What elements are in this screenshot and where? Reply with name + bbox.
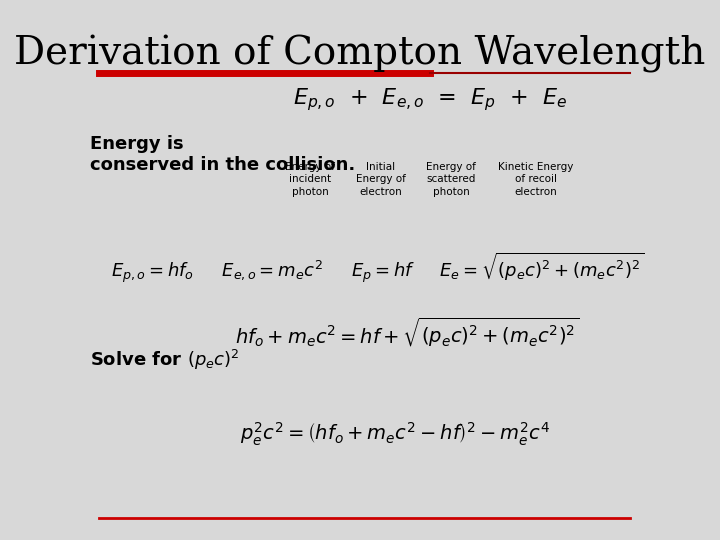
Text: Kinetic Energy
of recoil
electron: Kinetic Energy of recoil electron [498, 162, 574, 197]
Text: Energy of
scattered
photon: Energy of scattered photon [426, 162, 476, 197]
Text: Energy is
conserved in the collision.: Energy is conserved in the collision. [90, 135, 356, 174]
Text: Energy of
incident
photon: Energy of incident photon [285, 162, 335, 197]
Text: Derivation of Compton Wavelength: Derivation of Compton Wavelength [14, 35, 706, 73]
Text: $E_{p,o}$  +  $E_{e,o}$  =  $E_p$  +  $E_e$: $E_{p,o}$ + $E_{e,o}$ = $E_p$ + $E_e$ [293, 86, 567, 113]
Text: Solve for $(p_ec)^2$: Solve for $(p_ec)^2$ [90, 348, 240, 373]
Text: $p_e^2c^2 = \left(hf_o + m_ec^2 - hf\right)^2 - m_e^2c^4$: $p_e^2c^2 = \left(hf_o + m_ec^2 - hf\rig… [240, 421, 550, 448]
Text: $E_{p,o} = hf_o$     $E_{e,o} = m_ec^2$     $E_p = hf$     $E_e = \sqrt{(p_ec)^2: $E_{p,o} = hf_o$ $E_{e,o} = m_ec^2$ $E_p… [111, 251, 644, 285]
Text: Initial
Energy of
electron: Initial Energy of electron [356, 162, 405, 197]
Text: $hf_o + m_ec^2 = hf + \sqrt{(p_ec)^2+(m_ec^2)^2}$: $hf_o + m_ec^2 = hf + \sqrt{(p_ec)^2+(m_… [235, 316, 579, 349]
